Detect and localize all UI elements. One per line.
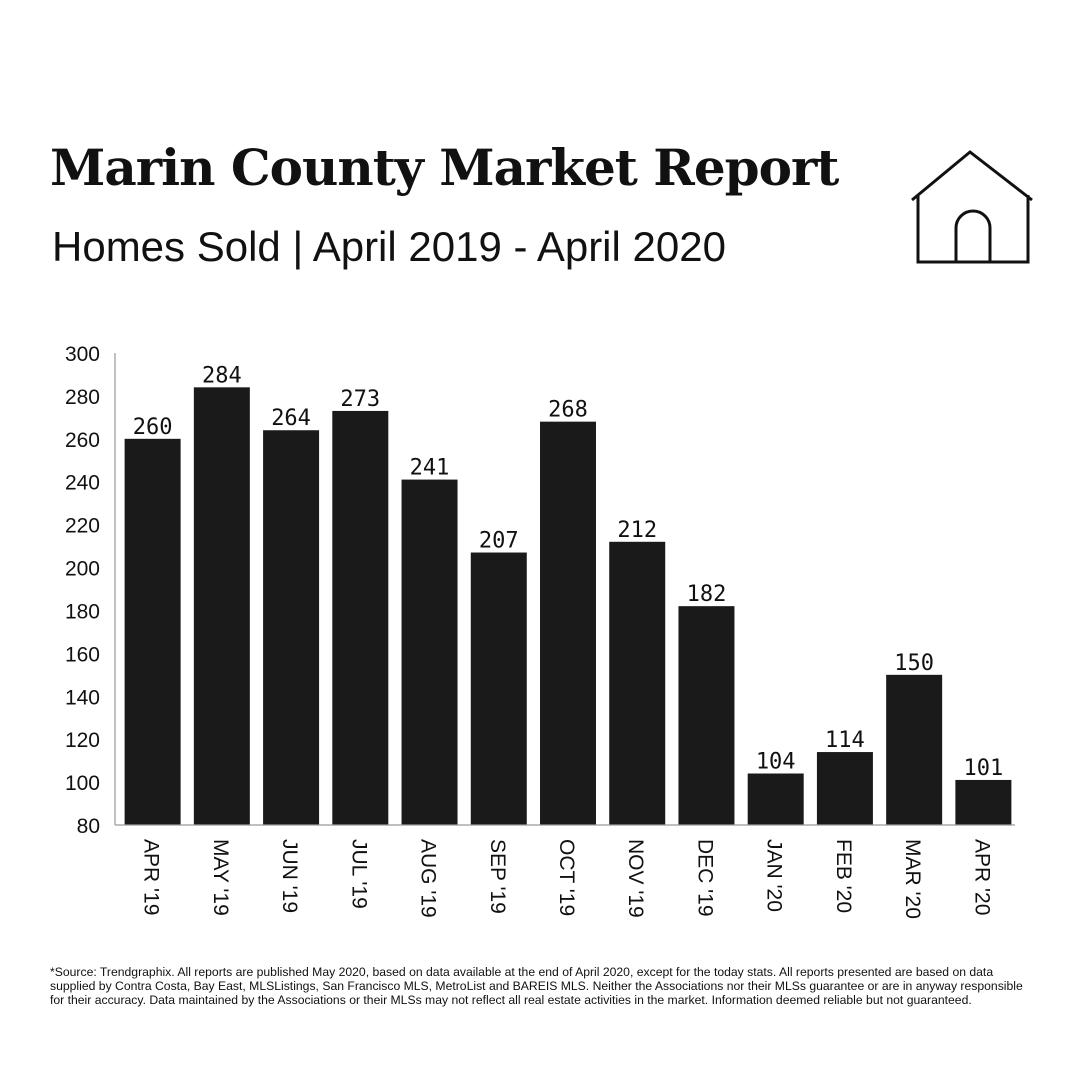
bar-value-label: 182 xyxy=(687,582,727,607)
x-tick-label: DEC '19 xyxy=(693,839,716,917)
y-axis: 80 100 120 140 160 180 200 220 240 260 280 300 xyxy=(65,343,116,838)
y-tick-label: 240 xyxy=(65,472,100,495)
x-tick-label: JUN '19 xyxy=(278,839,301,913)
bar xyxy=(263,430,320,825)
x-tick-label: SEP '19 xyxy=(486,839,509,914)
bar xyxy=(886,674,943,825)
x-tick-label: FEB '20 xyxy=(832,839,855,913)
y-tick-label: 200 xyxy=(65,558,100,581)
x-tick-label: MAR '20 xyxy=(901,839,924,919)
page-subtitle: Homes Sold | April 2019 - April 2020 xyxy=(52,223,726,270)
bar-value-label: 104 xyxy=(756,750,796,775)
bar xyxy=(540,421,596,825)
x-tick-label: JUL '19 xyxy=(347,839,370,909)
y-tick-label: 260 xyxy=(65,429,100,452)
y-tick-label: 180 xyxy=(65,600,100,623)
bar xyxy=(193,387,250,825)
x-tick-label: NOV '19 xyxy=(624,839,647,918)
x-tick-label: APR '19 xyxy=(140,839,163,915)
bar-value-label: 212 xyxy=(617,518,657,543)
bar xyxy=(332,410,389,825)
y-tick-label: 280 xyxy=(65,386,100,409)
bar xyxy=(401,479,458,825)
bar-value-label: 101 xyxy=(964,756,1004,781)
bar-value-label: 150 xyxy=(894,651,934,676)
bar xyxy=(955,779,1012,825)
house-icon xyxy=(911,150,1033,264)
bar-value-label: 114 xyxy=(825,728,865,753)
x-tick-label: APR '20 xyxy=(970,839,993,915)
y-tick-label: 140 xyxy=(65,686,100,709)
source-footnote: *Source: Trendgraphix. All reports are p… xyxy=(50,965,1023,1007)
bar xyxy=(678,606,735,825)
y-tick-label: 160 xyxy=(65,643,100,666)
bar xyxy=(124,438,181,825)
bar-value-label: 284 xyxy=(202,363,242,388)
bar xyxy=(816,752,873,825)
y-tick-label: 300 xyxy=(65,343,100,366)
bar xyxy=(747,773,804,825)
value-labels: 260 284 264 273 241 207 268 212 182 104 114 150 101 xyxy=(133,363,1004,781)
bar-value-label: 207 xyxy=(479,529,519,554)
bar-value-label: 241 xyxy=(410,456,450,481)
bar-value-label: 268 xyxy=(548,398,588,423)
page-title: Marin County Market Report xyxy=(50,138,839,197)
y-tick-label: 80 xyxy=(77,815,100,838)
bar xyxy=(609,541,666,825)
bar-series xyxy=(124,387,1012,825)
x-tick-label: JAN '20 xyxy=(763,839,786,912)
y-tick-label: 120 xyxy=(65,729,100,752)
bar-value-label: 264 xyxy=(271,406,311,431)
y-tick-label: 220 xyxy=(65,515,100,538)
y-tick-label: 100 xyxy=(65,772,100,795)
bar-value-label: 273 xyxy=(340,387,380,412)
bar xyxy=(470,552,527,825)
x-tick-label: AUG '19 xyxy=(417,839,440,918)
x-tick-label: MAY '19 xyxy=(209,839,232,916)
bar-value-label: 260 xyxy=(133,415,173,440)
x-axis: APR '19 MAY '19 JUN '19 JUL '19 AUG '19 SEP '… xyxy=(115,824,1015,919)
x-tick-label: OCT '19 xyxy=(555,839,578,916)
